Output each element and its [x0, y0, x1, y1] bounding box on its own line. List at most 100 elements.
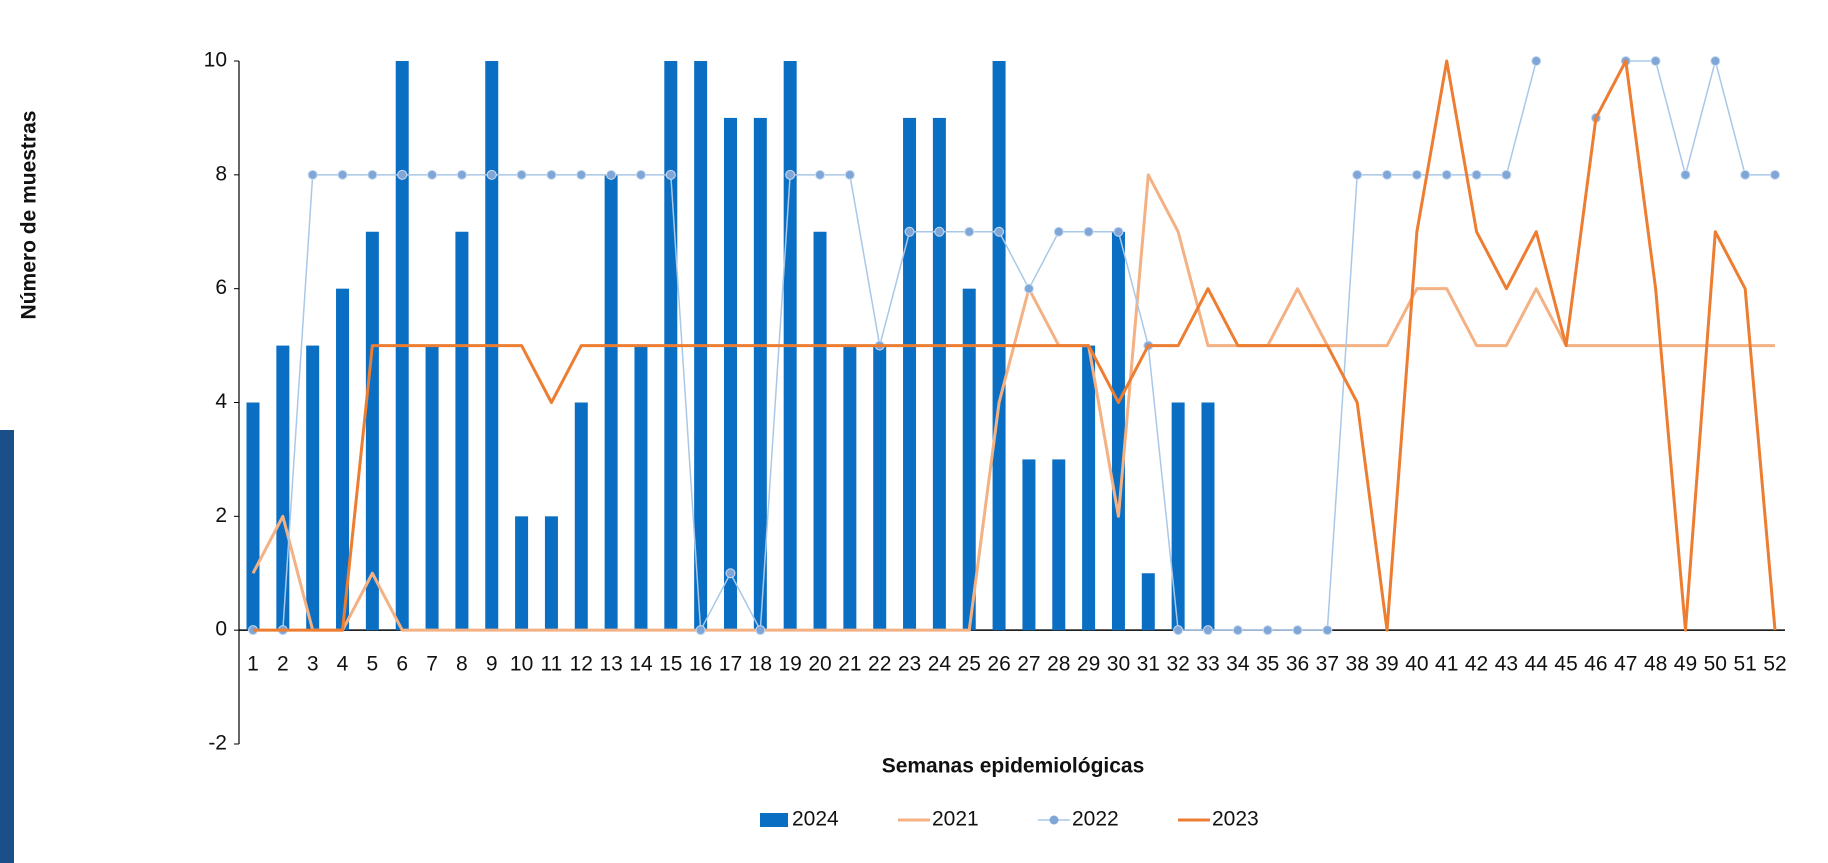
x-tick-label: 21 [838, 653, 861, 676]
series-marker [994, 226, 1005, 237]
y-tick-label: 4 [215, 390, 227, 413]
legend-label: 2022 [1072, 808, 1119, 831]
x-tick-label: 1 [247, 653, 259, 676]
series-marker [1680, 169, 1691, 180]
series-marker [1322, 625, 1333, 636]
x-tick-label: 19 [778, 653, 801, 676]
series-marker [307, 169, 318, 180]
series-marker [1650, 56, 1661, 66]
bar [634, 345, 648, 631]
bar [455, 231, 469, 631]
legend-label: 2024 [792, 808, 839, 831]
series-marker [1202, 625, 1213, 636]
x-tick-label: 39 [1375, 653, 1398, 676]
x-tick-label: 26 [987, 653, 1010, 676]
x-tick-label: 12 [570, 653, 593, 676]
x-tick-label: 52 [1763, 653, 1786, 676]
series-marker [1531, 56, 1542, 66]
x-tick-label: 4 [337, 653, 349, 676]
series-marker [964, 226, 975, 237]
x-tick-label: 32 [1166, 653, 1189, 676]
series-marker [1232, 625, 1243, 636]
x-tick-label: 33 [1196, 653, 1219, 676]
x-tick-label: 31 [1137, 653, 1160, 676]
y-tick-label: 2 [215, 504, 227, 527]
series-marker [1501, 169, 1512, 180]
x-tick-label: 13 [599, 653, 622, 676]
x-tick-label: 17 [719, 653, 742, 676]
x-tick-label: 51 [1733, 653, 1756, 676]
bar [1052, 459, 1066, 631]
x-tick-label: 35 [1256, 653, 1279, 676]
x-tick-label: 30 [1107, 653, 1130, 676]
bar [903, 117, 917, 631]
series-marker [367, 169, 378, 180]
bar [873, 345, 887, 631]
series-marker [456, 169, 467, 180]
x-tick-label: 49 [1674, 653, 1697, 676]
bar [515, 516, 529, 631]
x-tick-label: 2 [277, 653, 289, 676]
bar [365, 231, 379, 631]
x-tick-label: 15 [659, 653, 682, 676]
x-tick-label: 29 [1077, 653, 1100, 676]
x-tick-label: 24 [928, 653, 952, 676]
x-tick-label: 7 [426, 653, 438, 676]
x-tick-label: 45 [1554, 653, 1577, 676]
x-tick-label: 40 [1405, 653, 1428, 676]
series-marker [1471, 169, 1482, 180]
y-tick-label: 0 [215, 618, 227, 641]
bar [753, 117, 767, 631]
bar [843, 345, 857, 631]
legend-marker [1049, 815, 1059, 825]
x-tick-label: 8 [456, 653, 468, 676]
y-tick-label: 6 [215, 276, 227, 299]
series-marker [1352, 169, 1363, 180]
x-tick-label: 27 [1017, 653, 1040, 676]
series-marker [546, 169, 557, 180]
series-marker [904, 226, 915, 237]
x-tick-label: 41 [1435, 653, 1458, 676]
bar [604, 174, 618, 631]
x-tick-label: 48 [1644, 653, 1667, 676]
series-line [253, 59, 1777, 632]
x-tick-label: 34 [1226, 653, 1250, 676]
bar [962, 288, 976, 631]
bar [1111, 231, 1125, 631]
bar [932, 117, 946, 631]
series-marker [1023, 283, 1034, 294]
series-marker [635, 169, 646, 180]
y-tick-label: -2 [208, 732, 227, 755]
series-marker [695, 625, 706, 636]
bar [574, 402, 588, 631]
x-tick-label: 3 [307, 653, 319, 676]
series-marker [844, 169, 855, 180]
series-marker [576, 169, 587, 180]
series-marker [665, 169, 676, 180]
bar [813, 231, 827, 631]
series-marker [1710, 56, 1721, 66]
x-tick-label: 38 [1346, 653, 1369, 676]
x-tick-label: 28 [1047, 653, 1070, 676]
x-tick-label: 25 [958, 653, 981, 676]
x-tick-label: 47 [1614, 653, 1637, 676]
series-marker [337, 169, 348, 180]
x-tick-label: 6 [396, 653, 408, 676]
series-marker [1083, 226, 1094, 237]
series-marker [1173, 625, 1184, 636]
series-marker [516, 169, 527, 180]
x-tick-label: 5 [367, 653, 379, 676]
series-marker [1411, 169, 1422, 180]
bar [425, 345, 439, 631]
x-tick-label: 37 [1316, 653, 1339, 676]
legend-label: 2021 [932, 808, 979, 831]
series-marker [1113, 226, 1124, 237]
edge-panel [14, 0, 84, 863]
x-tick-label: 36 [1286, 653, 1309, 676]
series-marker [1053, 226, 1064, 237]
x-tick-label: 9 [486, 653, 498, 676]
series-line [251, 173, 1775, 632]
bar [1171, 402, 1185, 631]
x-tick-label: 14 [629, 653, 653, 676]
edge-strip [0, 430, 14, 863]
